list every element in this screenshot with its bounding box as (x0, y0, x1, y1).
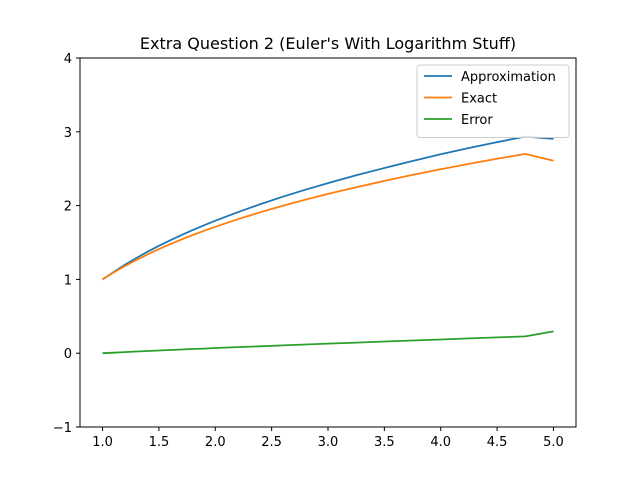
y-tick-label: 1 (64, 273, 72, 288)
y-tick-label: −1 (53, 421, 72, 436)
x-tick-label: 3.5 (374, 435, 395, 450)
x-tick-label: 1.0 (92, 435, 113, 450)
series-line-error (102, 330, 554, 355)
series-line-approximation (102, 135, 554, 281)
x-tick-label: 2.0 (205, 435, 226, 450)
chart-title: Extra Question 2 (Euler's With Logarithm… (140, 34, 516, 53)
y-tick-label: 0 (64, 347, 72, 362)
x-tick-label: 4.0 (430, 435, 451, 450)
y-tick-label: 2 (64, 200, 72, 215)
series-line-exact (102, 152, 554, 281)
y-tick-label: 4 (64, 52, 72, 67)
legend-label: Error (461, 113, 493, 128)
x-tick-label: 3.0 (318, 435, 339, 450)
legend-label: Exact (461, 92, 497, 107)
x-tick-label: 1.5 (149, 435, 170, 450)
legend: Approximation Exact Error (416, 64, 570, 138)
y-tick-label: 3 (64, 126, 72, 141)
series-layer (102, 135, 554, 355)
y-axis: −1 0 1 2 3 4 (53, 52, 80, 436)
x-axis: 1.0 1.5 2.0 2.5 3.0 3.5 4.0 4.5 5.0 (92, 427, 564, 450)
x-tick-label: 4.5 (487, 435, 508, 450)
x-tick-label: 2.5 (261, 435, 282, 450)
legend-label: Approximation (461, 70, 556, 85)
legend-box (416, 64, 570, 138)
x-tick-label: 5.0 (543, 435, 564, 450)
